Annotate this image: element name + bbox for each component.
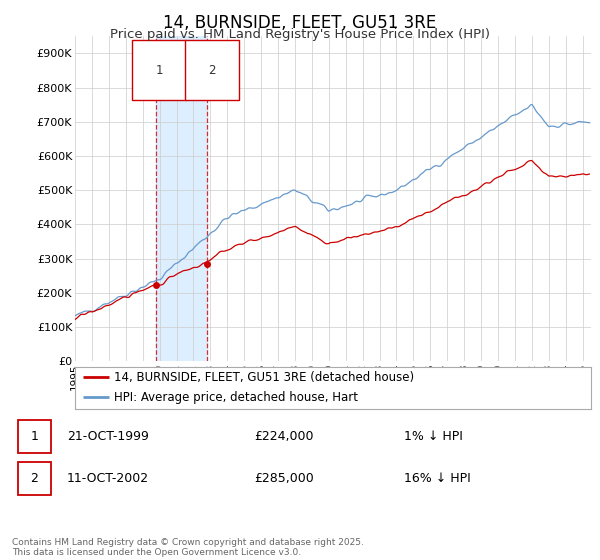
Text: 14, BURNSIDE, FLEET, GU51 3RE (detached house): 14, BURNSIDE, FLEET, GU51 3RE (detached …: [114, 371, 414, 384]
Text: 16% ↓ HPI: 16% ↓ HPI: [404, 472, 470, 485]
Text: 14, BURNSIDE, FLEET, GU51 3RE: 14, BURNSIDE, FLEET, GU51 3RE: [163, 14, 437, 32]
Text: 1: 1: [31, 431, 38, 444]
Text: 2: 2: [208, 64, 216, 77]
Text: £224,000: £224,000: [254, 431, 313, 444]
Text: 1: 1: [155, 64, 163, 77]
Text: HPI: Average price, detached house, Hart: HPI: Average price, detached house, Hart: [114, 390, 358, 404]
Text: Price paid vs. HM Land Registry's House Price Index (HPI): Price paid vs. HM Land Registry's House …: [110, 28, 490, 41]
Text: 21-OCT-1999: 21-OCT-1999: [67, 431, 149, 444]
Bar: [156, 36, 206, 361]
Text: 11-OCT-2002: 11-OCT-2002: [67, 472, 149, 485]
Text: 1% ↓ HPI: 1% ↓ HPI: [404, 431, 463, 444]
Text: Contains HM Land Registry data © Crown copyright and database right 2025.
This d: Contains HM Land Registry data © Crown c…: [12, 538, 364, 557]
FancyBboxPatch shape: [18, 462, 51, 495]
FancyBboxPatch shape: [18, 421, 51, 454]
Text: 2: 2: [31, 472, 38, 485]
Text: £285,000: £285,000: [254, 472, 314, 485]
